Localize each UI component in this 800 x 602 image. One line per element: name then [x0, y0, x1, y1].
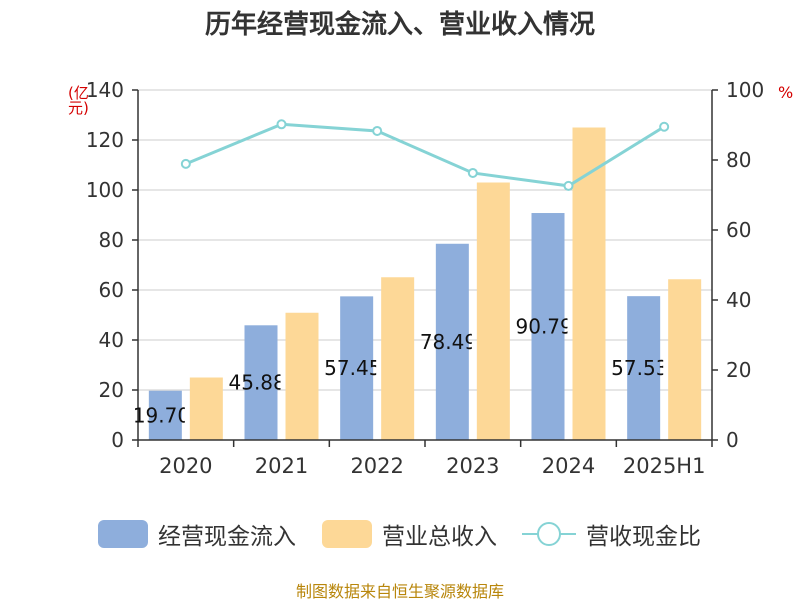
- point-ratio-2025H1: [659, 121, 670, 132]
- left-axis-tick-label: 60: [99, 278, 124, 302]
- left-axis-tick-label: 140: [86, 78, 124, 102]
- legend-label-ratio: 营收现金比: [586, 524, 701, 550]
- point-ratio-2021: [276, 119, 287, 130]
- data-label-cash-inflow-2020: 19.704: [133, 403, 203, 427]
- chart-title: 历年经营现金流入、营业收入情况: [204, 10, 595, 40]
- legend-label-cash-inflow: 经营现金流入: [158, 524, 296, 550]
- data-label-cash-inflow-2022: 57.457: [324, 356, 394, 380]
- right-axis-tick-label: 80: [726, 148, 751, 172]
- bar-cash-inflow-2022: [340, 296, 374, 440]
- right-axis-tick-label: 100: [726, 78, 764, 102]
- legend-swatch-cash-inflow: [98, 520, 148, 548]
- bar-cash-inflow-2020: [148, 390, 182, 440]
- left-axis-tick-label: 80: [99, 228, 124, 252]
- bar-revenue-2021: [285, 312, 319, 440]
- data-label-cash-inflow-2025H1: 57.534: [611, 356, 681, 380]
- right-axis-tick-label: 0: [726, 428, 739, 452]
- bar-revenue-2022: [381, 277, 415, 440]
- x-axis-tick-label: 2023: [446, 454, 499, 478]
- bar-revenue-2025H1: [668, 279, 702, 440]
- point-ratio-2020: [180, 158, 191, 169]
- bar-cash-inflow-2024: [531, 213, 565, 440]
- data-label-cash-inflow-2021: 45.882: [229, 371, 299, 395]
- legend-item-cash-inflow[interactable]: 经营现金流入: [98, 516, 296, 552]
- legend-swatch-revenue: [322, 520, 372, 548]
- bar-cash-inflow-2023: [435, 243, 469, 440]
- left-axis-tick-label: 20: [99, 378, 124, 402]
- left-axis-unit: (亿元): [68, 84, 89, 117]
- x-axis-tick-label: 2020: [159, 454, 212, 478]
- data-source-note: 制图数据来自恒生聚源数据库: [295, 582, 504, 601]
- bar-cash-inflow-2021: [244, 325, 278, 440]
- bar-revenue-2023: [476, 182, 510, 440]
- bar-revenue-2020: [189, 377, 223, 440]
- point-ratio-2023: [467, 167, 478, 178]
- point-ratio-2024: [563, 180, 574, 191]
- left-axis-tick-label: 100: [86, 178, 124, 202]
- right-axis-tick-label: 20: [726, 358, 751, 382]
- x-axis-tick-label: 2022: [350, 454, 403, 478]
- x-axis-tick-label: 2024: [542, 454, 595, 478]
- data-label-cash-inflow-2023: 78.496: [420, 330, 490, 354]
- left-axis-tick-label: 120: [86, 128, 124, 152]
- right-axis-tick-label: 60: [726, 218, 751, 242]
- x-axis-tick-label: 2021: [255, 454, 308, 478]
- left-axis-tick-label: 0: [111, 428, 124, 452]
- legend-label-revenue: 营业总收入: [382, 524, 497, 550]
- legend-item-ratio[interactable]: 营收现金比: [522, 516, 701, 552]
- left-axis-tick-label: 40: [99, 328, 124, 352]
- legend-line-ratio: [522, 520, 576, 548]
- line-ratio: [185, 122, 665, 188]
- point-ratio-2022: [372, 125, 383, 136]
- bar-cash-inflow-2025H1: [627, 296, 661, 440]
- right-axis-tick-label: 40: [726, 288, 751, 312]
- chart-legend: 经营现金流入 营业总收入 营收现金比: [0, 516, 800, 552]
- legend-item-revenue[interactable]: 营业总收入: [322, 516, 497, 552]
- data-label-cash-inflow-2024: 90.79: [516, 315, 573, 339]
- right-axis-unit: %: [778, 83, 794, 102]
- x-axis-tick-label: 2025H1: [623, 454, 706, 478]
